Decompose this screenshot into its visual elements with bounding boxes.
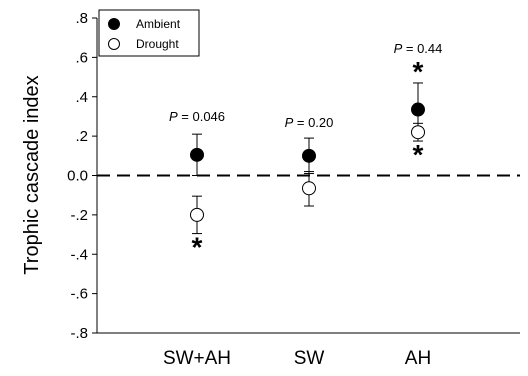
significance-star: * [192, 232, 203, 263]
significance-stars: * * * [192, 56, 424, 263]
y-tick-label: -.6 [70, 286, 88, 303]
point-drought [190, 207, 204, 222]
y-tick-label: .4 [75, 89, 88, 106]
point-drought [302, 181, 316, 196]
legend-marker-drought [108, 38, 120, 50]
point-drought [411, 125, 425, 140]
y-tick-label: 0.0 [67, 168, 88, 185]
y-tick-label: -.8 [70, 325, 88, 342]
x-category-label: SW [294, 348, 325, 369]
point-ambient [411, 102, 425, 117]
significance-star: * [413, 56, 424, 87]
legend-label-drought: Drought [136, 37, 179, 51]
y-tick-label: .6 [75, 49, 88, 66]
p-value-annotations: P = 0.046 P = 0.20 P = 0.44 [169, 41, 442, 130]
y-axis-label: Trophic cascade index [21, 75, 43, 274]
category-labels: SW+AH SW AH [163, 348, 431, 369]
significance-star: * [413, 139, 424, 170]
point-ambient [190, 147, 204, 162]
point-ambient [302, 148, 316, 163]
p-value-label: P = 0.046 [169, 109, 225, 124]
y-tick-label: .8 [75, 10, 88, 27]
x-category-label: SW+AH [163, 348, 231, 369]
y-tick-label: .2 [75, 128, 88, 145]
legend-label-ambient: Ambient [136, 17, 181, 31]
legend: Ambient Drought [98, 9, 200, 57]
data-marks [190, 82, 425, 235]
y-tick-label: -.2 [70, 207, 88, 224]
p-value-label: P = 0.44 [394, 41, 443, 56]
legend-marker-ambient [108, 18, 120, 30]
y-ticks: .8 .6 .4 .2 0.0 -.2 -.4 -.6 -.8 [67, 10, 97, 342]
x-category-label: AH [405, 348, 431, 369]
y-tick-label: -.4 [70, 246, 88, 263]
p-value-label: P = 0.20 [285, 115, 334, 130]
